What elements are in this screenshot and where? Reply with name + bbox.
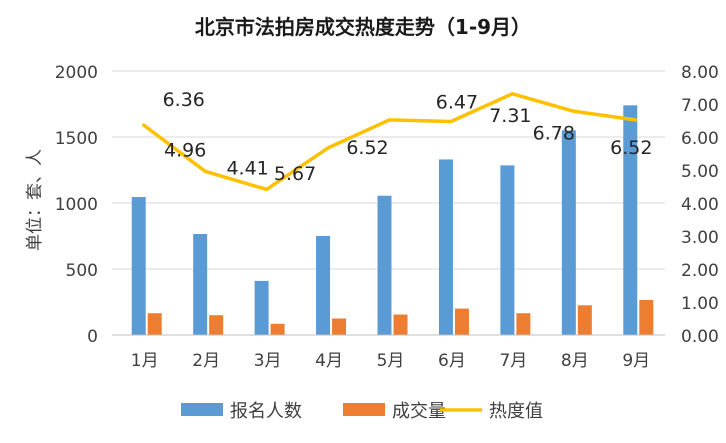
bar-applicants — [500, 165, 515, 335]
data-labels: 6.36 4.96 4.41 5.67 6.52 6.47 7.316.78 6.52 — [163, 89, 653, 185]
y-tick-label: 2000 — [55, 63, 98, 83]
legend-label: 热度值 — [489, 401, 543, 422]
x-tick-label: 6月 — [438, 351, 466, 371]
bar-applicants — [561, 130, 576, 335]
heat-data-label: 6.52 — [610, 137, 652, 159]
bar-applicants — [438, 159, 453, 335]
heat-data-label: 6.78 — [533, 122, 575, 144]
x-tick-label: 4月 — [315, 351, 343, 371]
y2-tick-label: 5.00 — [681, 162, 719, 182]
bar-deals — [393, 314, 408, 335]
bar-deals — [332, 318, 347, 335]
y2-tick-label: 2.00 — [681, 261, 719, 281]
heat-line — [141, 92, 638, 192]
bar-deals — [639, 300, 654, 335]
legend-swatch — [181, 403, 223, 416]
bar-deals — [147, 313, 162, 335]
chart-title: 北京市法拍房成交热度走势（1-9月） — [195, 15, 531, 39]
legend: 报名人数 成交量 热度值 — [181, 401, 543, 422]
bar-deals — [577, 305, 592, 335]
bar-deals — [454, 308, 469, 335]
bar-deals — [270, 323, 285, 335]
bar-applicants — [131, 197, 146, 335]
heat-data-label: 6.52 — [346, 137, 388, 159]
heat-line-path — [141, 92, 638, 192]
y-tick-label: 0 — [87, 327, 98, 347]
legend-swatch — [343, 403, 385, 416]
x-tick-label: 3月 — [254, 351, 282, 371]
x-tick-label: 1月 — [131, 351, 159, 371]
bar-applicants — [254, 280, 269, 335]
heat-data-label: 5.67 — [274, 163, 316, 185]
heat-data-label: 6.47 — [436, 91, 478, 113]
bar-applicants — [316, 236, 331, 335]
heat-data-label: 6.36 — [163, 89, 205, 111]
bar-applicants — [623, 105, 638, 335]
y-tick-label: 1000 — [55, 195, 98, 215]
x-tick-label: 8月 — [561, 351, 589, 371]
y2-tick-label: 7.00 — [681, 96, 719, 116]
bars — [131, 105, 654, 335]
legend-label: 报名人数 — [230, 401, 302, 422]
y-axis-label: 单位：套、人 — [25, 149, 45, 251]
y2-tick-label: 0.00 — [681, 327, 719, 347]
bar-deals — [516, 313, 531, 335]
heat-data-label: 4.96 — [164, 139, 206, 161]
y2-tick-label: 1.00 — [681, 294, 719, 314]
x-tick-label: 2月 — [192, 351, 220, 371]
y-tick-label: 1500 — [55, 129, 98, 149]
heat-data-label: 7.31 — [489, 105, 531, 127]
x-tick-label: 7月 — [499, 351, 527, 371]
heat-data-label: 4.41 — [226, 157, 268, 179]
x-tick-label: 5月 — [377, 351, 405, 371]
y2-tick-label: 6.00 — [681, 129, 719, 149]
y2-tick-label: 8.00 — [681, 63, 719, 83]
axes: 0 500 1000 1500 2000 0.00 1.00 2.00 3.00 4.00 5.00… — [55, 63, 719, 371]
bar-applicants — [377, 195, 392, 335]
y2-tick-label: 3.00 — [681, 228, 719, 248]
bar-applicants — [193, 234, 208, 335]
y-tick-label: 500 — [66, 261, 98, 281]
legend-label: 成交量 — [392, 401, 446, 422]
bar-deals — [209, 315, 224, 335]
y2-tick-label: 4.00 — [681, 195, 719, 215]
x-tick-label: 9月 — [622, 351, 650, 371]
